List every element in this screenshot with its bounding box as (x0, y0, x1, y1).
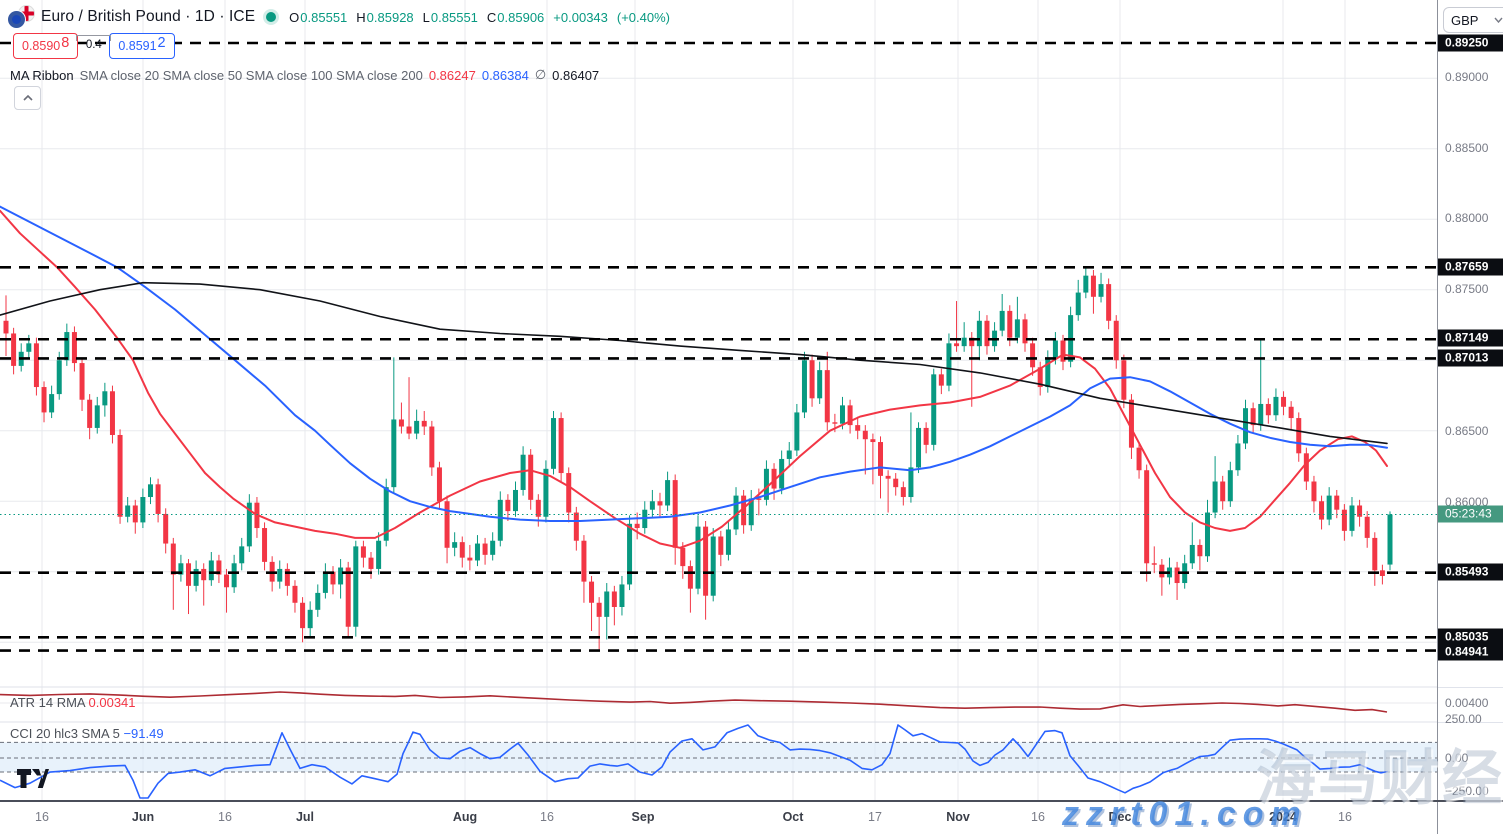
atr-tick-label: 0.00400 (1445, 696, 1489, 710)
high-label: H (356, 9, 366, 25)
sell-price: 0.8590 (22, 38, 61, 53)
pane-separator (1438, 687, 1503, 688)
close-value: 0.85906 (497, 9, 545, 25)
pane-separator (1438, 722, 1503, 723)
time-axis-label: Jun (131, 810, 155, 824)
trade-panel: 0.8590 8 0.4 0.8591 2 (13, 33, 175, 59)
chevron-up-icon (22, 95, 33, 101)
price-level-badge: 0.85035 (1438, 628, 1503, 646)
low-label: L (422, 9, 430, 25)
time-axis-label: Jul (295, 810, 315, 824)
time-axis[interactable]: 16 Jun 16 Jul Aug 16 Sep Oct 17 Nov 16 Dec 2024 16 (0, 802, 1437, 834)
atr-label: ATR 14 RMA (10, 695, 85, 710)
ma-ribbon-params: SMA close 20 SMA close 50 SMA close 100 … (79, 67, 423, 83)
time-axis-label: 2024 (1269, 810, 1297, 824)
price-scale[interactable]: GBP 0.89000 0.88500 0.88000 0.87500 0.86500 0… (1437, 0, 1503, 834)
sma50-value: 0.86384 (481, 67, 529, 83)
price-level-badge: 0.87659 (1438, 258, 1503, 276)
price-tick-label: 0.87500 (1445, 282, 1489, 296)
price-tick-label: 0.89000 (1445, 70, 1489, 84)
atr-value: 0.00341 (88, 695, 136, 710)
sma20-value: 0.86247 (428, 67, 476, 83)
ma-average-value: 0.86407 (552, 67, 600, 83)
time-axis-separator (0, 800, 1503, 802)
time-axis-label: 17 (868, 810, 882, 824)
ma-ribbon-legend[interactable]: MA Ribbon SMA close 20 SMA close 50 SMA … (10, 67, 599, 83)
close-label: C (486, 9, 497, 25)
price-level-badge: 0.89250 (1438, 34, 1503, 52)
cci-legend[interactable]: CCI 20 hlc3 SMA 5 −91.49 (10, 726, 164, 741)
cci-tick-label: 250.00 (1445, 712, 1482, 726)
price-level-badge: 0.84941 (1438, 643, 1503, 661)
tradingview-logo[interactable] (16, 766, 50, 790)
cci-tick-label: −250.00 (1445, 784, 1489, 798)
currency-pair-icon (8, 6, 34, 28)
buy-button[interactable]: 0.8591 2 (109, 33, 175, 59)
spread-value: 0.4 (85, 39, 102, 51)
currency-button[interactable]: GBP (1443, 7, 1503, 33)
spread-indicator: 0.4 (76, 33, 112, 59)
time-axis-label: 16 (1338, 810, 1352, 824)
price-level-badge: 0.87013 (1438, 349, 1503, 367)
price-tick-label: 0.88000 (1445, 211, 1489, 225)
ma-ribbon-title: MA Ribbon (10, 67, 74, 83)
price-tick-label: 0.86500 (1445, 424, 1489, 438)
collapse-pane-button[interactable] (14, 86, 41, 110)
time-axis-label: Oct (782, 810, 804, 824)
cci-tick-label: 0.00 (1445, 751, 1469, 765)
cci-value: −91.49 (123, 726, 164, 741)
time-axis-label: 16 (540, 810, 554, 824)
buy-pip-digit: 2 (157, 34, 166, 51)
time-axis-label: 16 (35, 810, 49, 824)
atr-legend[interactable]: ATR 14 RMA 0.00341 (10, 695, 136, 710)
eur-flag-icon (8, 11, 25, 28)
open-label: O (289, 9, 300, 25)
time-axis-label: Sep (631, 810, 655, 824)
open-value: 0.85551 (300, 9, 348, 25)
spread-bracket (76, 35, 112, 41)
bar-countdown-badge: 05:23:43 (1438, 505, 1503, 523)
high-value: 0.85928 (366, 9, 414, 25)
sell-pip-digit: 8 (61, 34, 70, 51)
time-axis-label: 16 (218, 810, 232, 824)
price-level-badge: 0.87149 (1438, 329, 1503, 347)
symbol-title[interactable]: Euro / British Pound · 1D · ICE (41, 8, 256, 25)
buy-price: 0.8591 (118, 38, 157, 53)
low-value: 0.85551 (430, 9, 478, 25)
average-symbol: ∅ (534, 67, 547, 82)
change-value: +0.00343 (553, 9, 608, 25)
sell-button[interactable]: 0.8590 8 (13, 33, 79, 59)
price-level-badge: 0.85493 (1438, 563, 1503, 581)
market-status-dot-icon[interactable] (266, 12, 277, 22)
chevron-down-icon (1494, 17, 1503, 23)
time-axis-label: Nov (946, 810, 970, 824)
time-axis-label: Aug (452, 810, 478, 824)
time-axis-label: 16 (1031, 810, 1045, 824)
time-axis-label: Dec (1108, 810, 1132, 824)
change-percent: (+0.40%) (616, 9, 671, 25)
price-chart-canvas[interactable] (0, 0, 1437, 800)
price-tick-label: 0.88500 (1445, 141, 1489, 155)
chart-header: Euro / British Pound · 1D · ICE O 0.85551… (8, 6, 670, 28)
ohlc-values: O 0.85551 H 0.85928 L 0.85551 C 0.85906 +0.0… (289, 10, 670, 25)
currency-label: GBP (1451, 12, 1479, 28)
cci-label: CCI 20 hlc3 SMA 5 (10, 726, 120, 741)
